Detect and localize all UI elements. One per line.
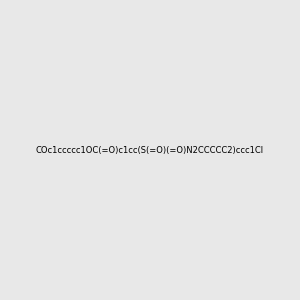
Text: COc1ccccc1OC(=O)c1cc(S(=O)(=O)N2CCCCC2)ccc1Cl: COc1ccccc1OC(=O)c1cc(S(=O)(=O)N2CCCCC2)c… (36, 146, 264, 154)
